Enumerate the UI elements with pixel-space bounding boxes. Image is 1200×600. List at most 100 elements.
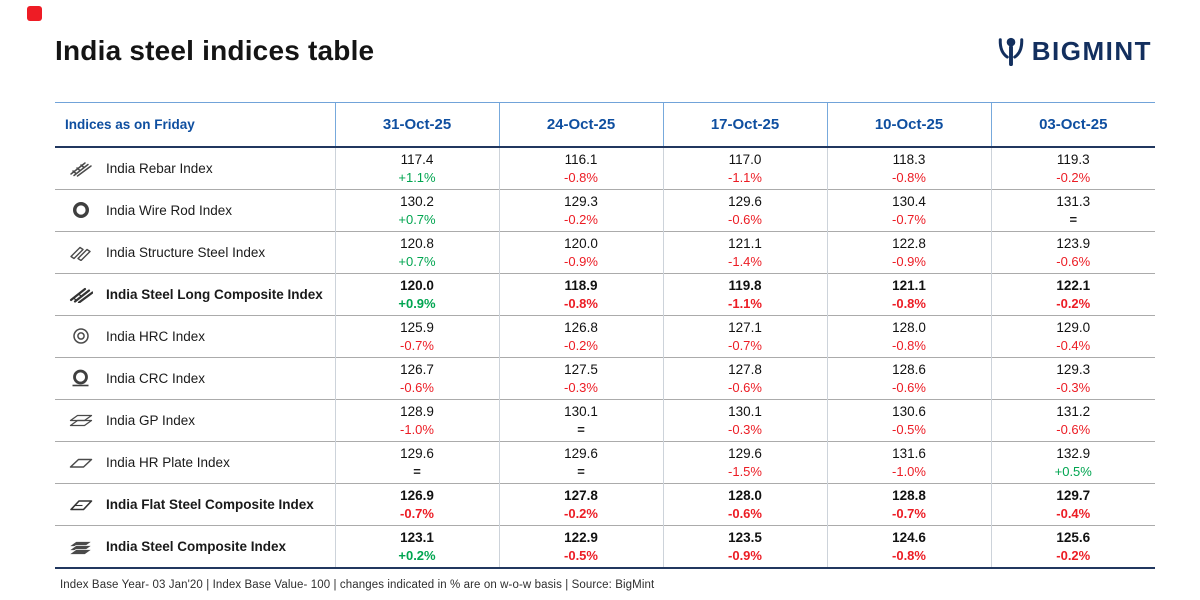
value-cell: 129.6 -1.5% — [662, 440, 827, 483]
value-cell: 132.9 +0.5% — [990, 440, 1155, 483]
value-cell: 128.0 -0.8% — [826, 314, 991, 357]
value-cell: 117.0 -1.1% — [662, 146, 827, 189]
value-cell: 122.8 -0.9% — [826, 230, 991, 273]
index-change: -1.5% — [728, 463, 762, 479]
value-cell: 127.5 -0.3% — [498, 356, 663, 399]
value-cell: 130.1 -0.3% — [662, 398, 827, 441]
index-change: -0.8% — [564, 295, 598, 311]
index-change: -0.2% — [564, 211, 598, 227]
index-change: -0.3% — [728, 421, 762, 437]
index-change: -1.0% — [400, 421, 434, 437]
table-row: India HRC Index 125.9 -0.7% 126.8 -0.2% 127.1… — [55, 314, 1155, 357]
value-cell: 122.1 -0.2% — [990, 272, 1155, 315]
value-cell: 120.0 -0.9% — [498, 230, 663, 273]
index-value: 120.8 — [400, 235, 434, 251]
index-value: 116.1 — [564, 151, 598, 167]
value-cell: 130.6 -0.5% — [826, 398, 991, 441]
column-header-indices: Indices as on Friday — [55, 102, 335, 148]
index-name: India HR Plate Index — [106, 454, 230, 470]
table-body: India Rebar Index 117.4 +1.1% 116.1 -0.8% 117… — [55, 146, 1155, 569]
index-change: -0.7% — [728, 337, 762, 353]
index-name: India Wire Rod Index — [106, 202, 233, 218]
brand-red-square — [27, 6, 42, 21]
index-change: = — [1069, 211, 1078, 227]
index-name: India Flat Steel Composite Index — [106, 496, 314, 512]
value-cell: 121.1 -0.8% — [826, 272, 991, 315]
index-name-cell: India HR Plate Index — [55, 440, 335, 483]
value-cell: 128.9 -1.0% — [334, 398, 499, 441]
index-change: -0.2% — [1056, 169, 1091, 185]
index-value: 129.6 — [728, 193, 762, 209]
index-change: +0.7% — [398, 211, 436, 227]
value-cell: 124.6 -0.8% — [826, 524, 991, 569]
index-value: 120.0 — [564, 235, 598, 251]
index-value: 129.7 — [1056, 487, 1091, 503]
index-change: -0.7% — [892, 211, 926, 227]
index-name: India CRC Index — [106, 370, 206, 386]
index-change: -0.6% — [400, 379, 434, 395]
index-value: 123.1 — [400, 529, 434, 545]
index-value: 126.8 — [564, 319, 598, 335]
value-cell: 123.9 -0.6% — [990, 230, 1155, 273]
table-header: Indices as on Friday 31-Oct-25 24-Oct-25 17… — [55, 102, 1155, 148]
index-change: +0.5% — [1054, 463, 1092, 479]
value-cell: 131.6 -1.0% — [826, 440, 991, 483]
index-name: India Rebar Index — [106, 160, 213, 176]
gp-sheet-icon — [67, 412, 95, 429]
page-title: India steel indices table — [55, 35, 375, 66]
index-value: 129.6 — [728, 445, 762, 461]
index-value: 129.3 — [1056, 361, 1091, 377]
index-value: 128.0 — [728, 487, 762, 503]
index-name-cell: India Wire Rod Index — [55, 188, 335, 231]
index-change: -0.2% — [564, 505, 598, 521]
value-cell: 127.8 -0.2% — [498, 482, 663, 525]
value-cell: 130.4 -0.7% — [826, 188, 991, 231]
column-header-date: 31-Oct-25 — [334, 102, 499, 148]
header-bar: India steel indices table BIGMINT — [0, 0, 1200, 72]
index-name: India GP Index — [106, 412, 196, 428]
value-cell: 123.5 -0.9% — [662, 524, 827, 569]
table-row: India Flat Steel Composite Index 126.9 -0.… — [55, 482, 1155, 525]
long-composite-icon — [67, 286, 95, 303]
value-cell: 127.8 -0.6% — [662, 356, 827, 399]
index-change: -0.6% — [728, 211, 762, 227]
index-change: -0.7% — [400, 337, 434, 353]
index-value: 128.9 — [400, 403, 434, 419]
value-cell: 129.3 -0.2% — [498, 188, 663, 231]
index-value: 127.8 — [728, 361, 762, 377]
index-change: -1.1% — [728, 169, 762, 185]
index-value: 126.7 — [400, 361, 434, 377]
table-row: India Rebar Index 117.4 +1.1% 116.1 -0.8% 117… — [55, 146, 1155, 189]
rebar-icon — [67, 160, 95, 177]
index-change: -0.3% — [564, 379, 598, 395]
index-value: 130.6 — [892, 403, 926, 419]
index-change: -0.4% — [1056, 337, 1091, 353]
table-row: India Wire Rod Index 130.2 +0.7% 129.3 -0.2%… — [55, 188, 1155, 231]
crc-coil-icon — [67, 369, 95, 387]
value-cell: 117.4 +1.1% — [334, 146, 499, 189]
index-name-cell: India CRC Index — [55, 356, 335, 399]
index-change: -0.5% — [564, 547, 598, 563]
value-cell: 128.8 -0.7% — [826, 482, 991, 525]
index-value: 128.8 — [892, 487, 926, 503]
index-name-cell: India GP Index — [55, 398, 335, 441]
index-name-cell: India Rebar Index — [55, 146, 335, 189]
index-value: 122.9 — [564, 529, 598, 545]
index-change: -0.8% — [892, 295, 926, 311]
index-change: -0.4% — [1056, 505, 1091, 521]
value-cell: 129.3 -0.3% — [990, 356, 1155, 399]
index-change: +1.1% — [398, 169, 436, 185]
flat-composite-icon — [67, 496, 95, 513]
value-cell: 127.1 -0.7% — [662, 314, 827, 357]
index-value: 122.1 — [1056, 277, 1091, 293]
index-value: 119.3 — [1056, 151, 1090, 167]
value-cell: 130.2 +0.7% — [334, 188, 499, 231]
table-row: India CRC Index 126.7 -0.6% 127.5 -0.3% 127.8… — [55, 356, 1155, 399]
index-value: 121.1 — [728, 235, 762, 251]
index-value: 128.0 — [892, 319, 926, 335]
table-row: India Steel Composite Index 123.1 +0.2% 122… — [55, 524, 1155, 569]
index-value: 125.9 — [400, 319, 434, 335]
index-change: -0.2% — [1056, 547, 1091, 563]
index-value: 118.3 — [892, 151, 926, 167]
value-cell: 123.1 +0.2% — [334, 524, 499, 569]
